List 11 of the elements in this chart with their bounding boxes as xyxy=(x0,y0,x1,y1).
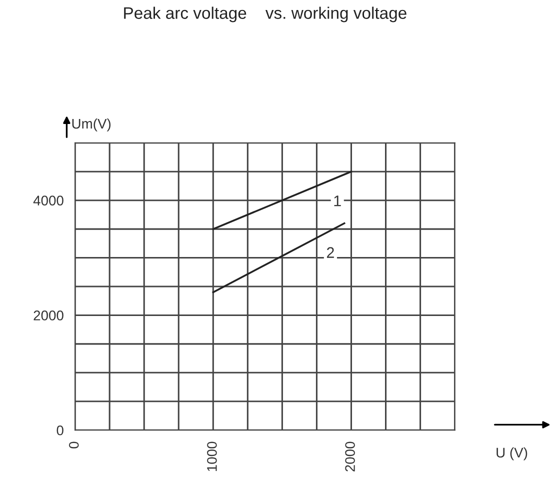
x-tick-label: 2000 xyxy=(345,442,355,472)
y-axis-title: Um(V) xyxy=(72,118,111,132)
chart-title: Peak arc voltage vs. working voltage xyxy=(124,6,406,22)
x-axis-title: U (V) xyxy=(496,447,528,460)
y-tick-label: 0 xyxy=(56,425,64,436)
x-tick-label: 1000 xyxy=(207,442,217,472)
x-tick-label: 0 xyxy=(68,442,79,448)
series-label: 1 xyxy=(334,196,341,206)
y-tick-label: 4000 xyxy=(33,196,64,206)
series-label: 2 xyxy=(326,247,334,258)
y-tick-label: 2000 xyxy=(34,310,64,320)
